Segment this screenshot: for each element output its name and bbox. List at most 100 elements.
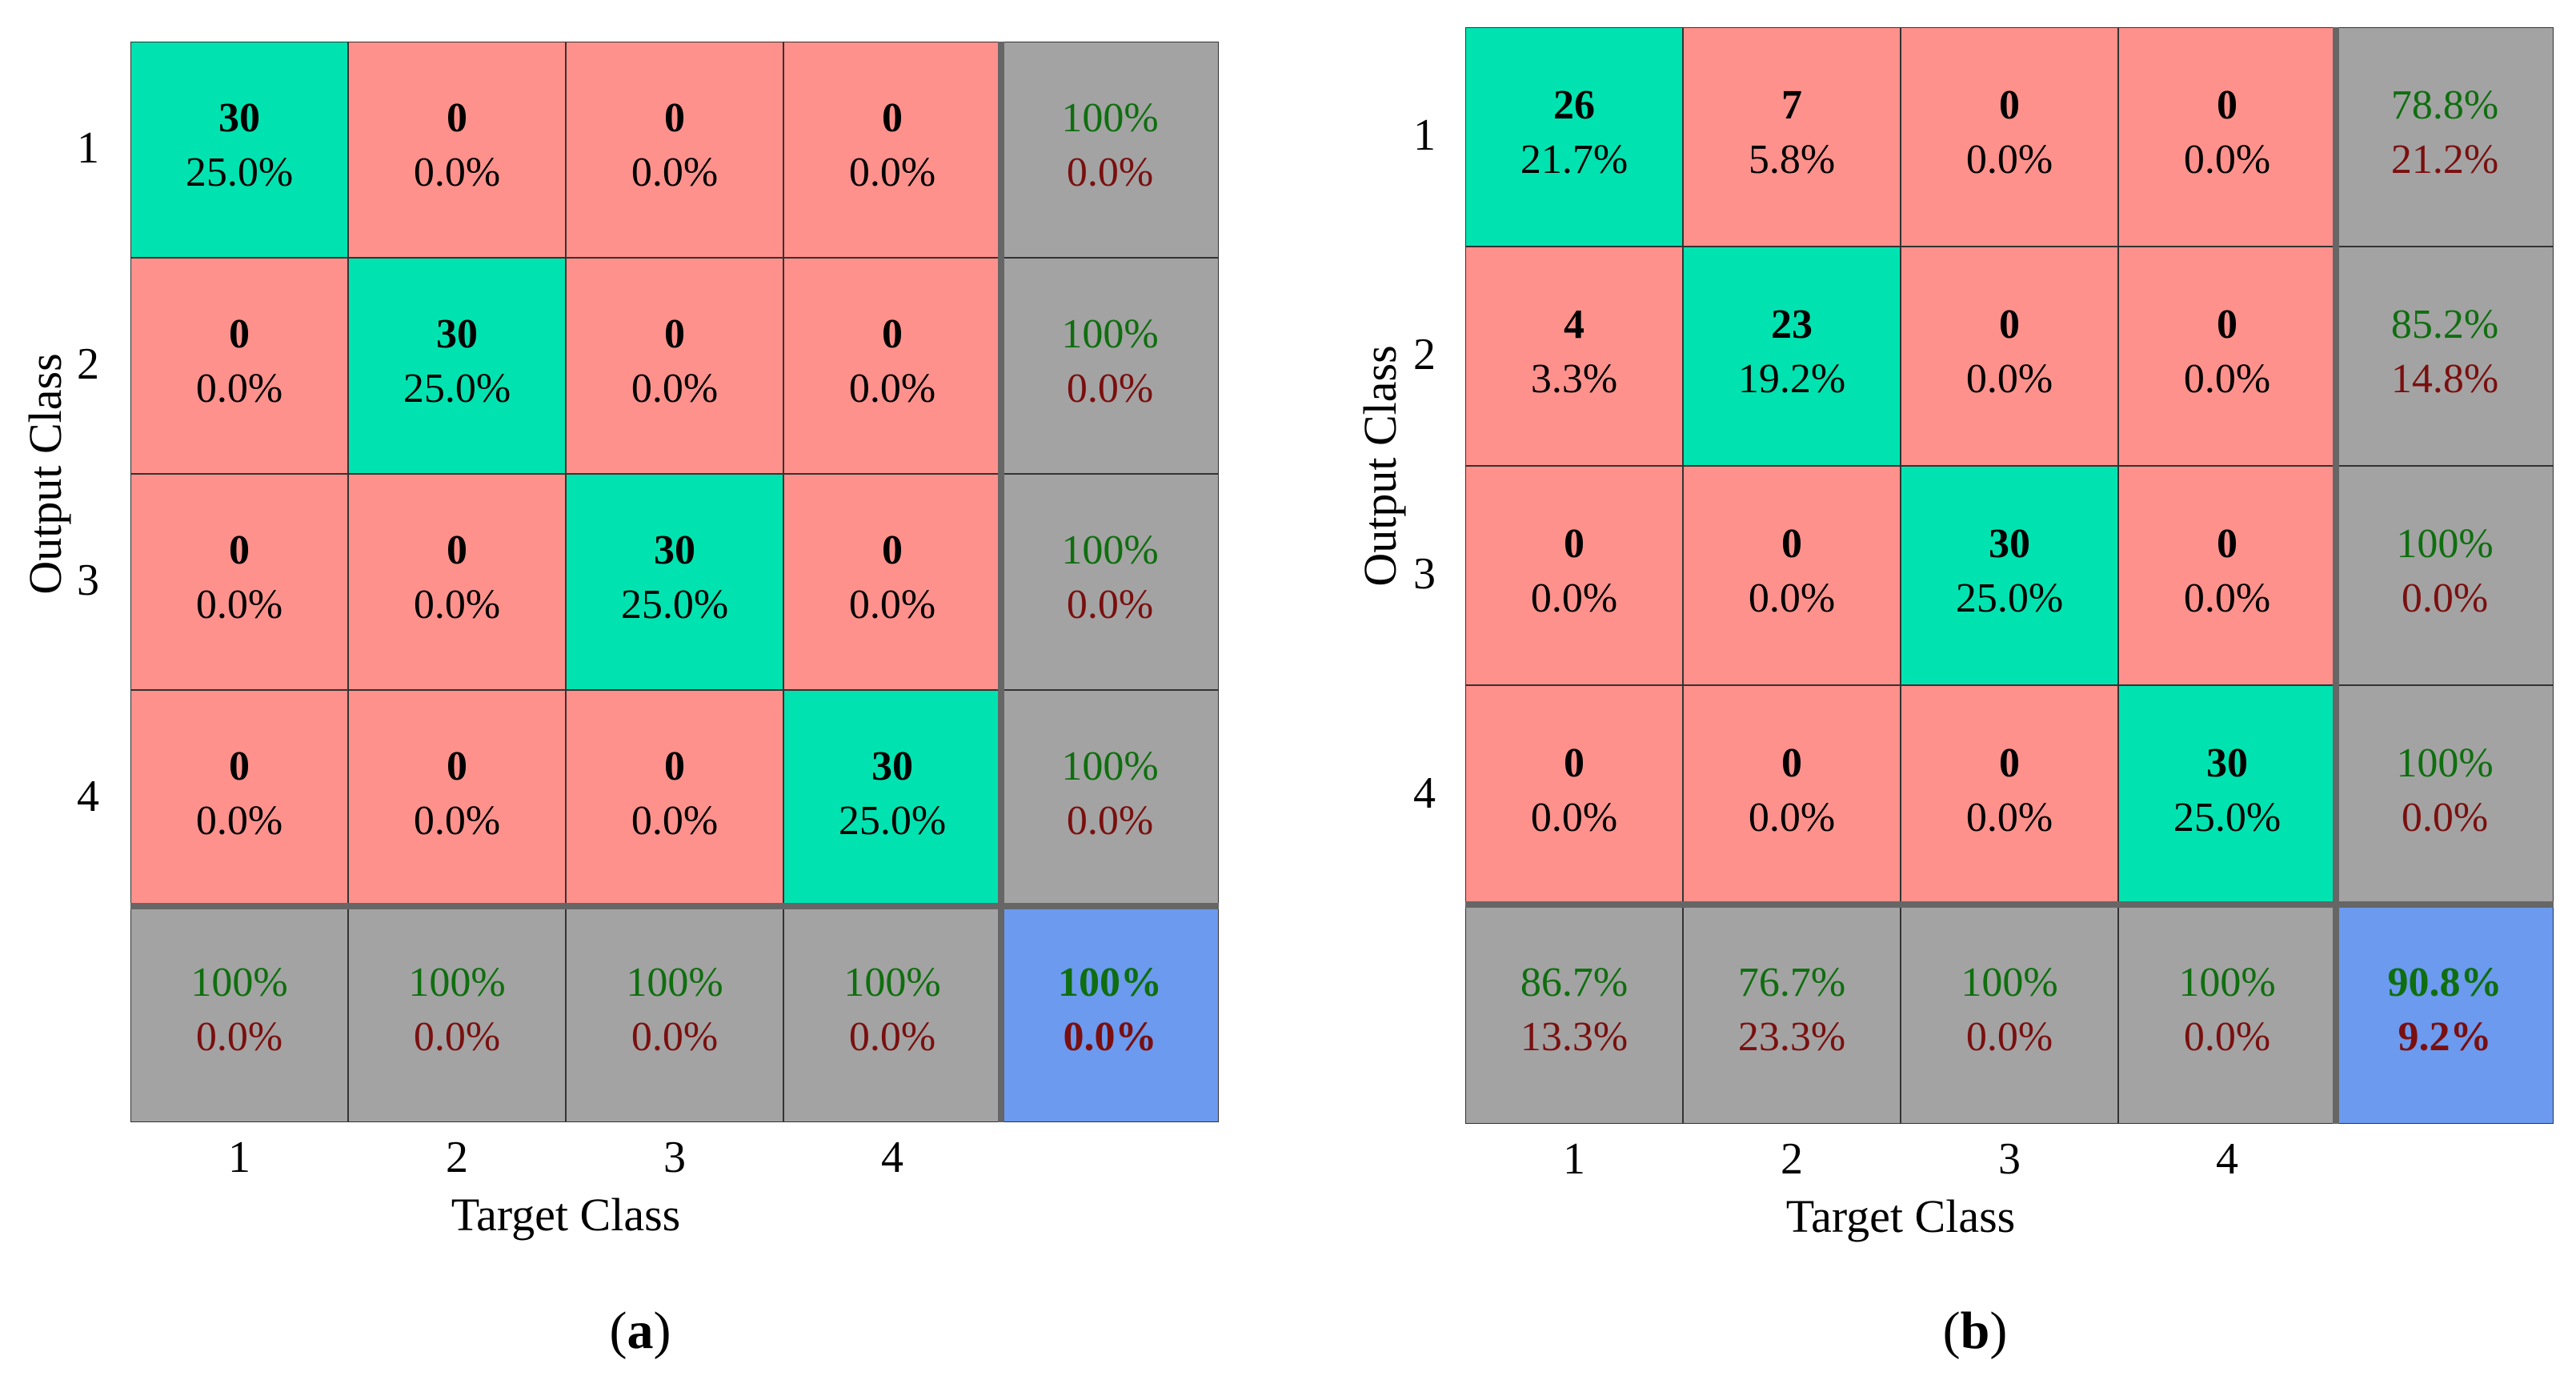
cell-count: 30	[871, 744, 913, 789]
x-tick-label: 4	[881, 1133, 903, 1182]
cell-correct-rate: 86.7%	[1520, 960, 1629, 1005]
cell-count: 30	[1989, 521, 2030, 567]
cell-error-rate: 0.0%	[1063, 1014, 1157, 1060]
matrix-cell: 0 0.0%	[783, 258, 1001, 474]
cell-percentage: 25.0%	[403, 366, 511, 411]
cell-count: 0	[447, 528, 467, 573]
cell-count: 0	[882, 528, 903, 573]
cell-error-rate: 0.0%	[1066, 582, 1154, 628]
row-summary-cell: 100% 0.0%	[1001, 42, 1219, 258]
matrix-cell: 0 0.0%	[1901, 247, 2118, 466]
matrix-cell: 0 0.0%	[1901, 27, 2118, 247]
cell-percentage: 25.0%	[838, 798, 947, 844]
cell-correct-rate: 100%	[1961, 960, 2058, 1005]
cell-error-rate: 0.0%	[2401, 795, 2489, 840]
cell-error-rate: 23.3%	[1737, 1014, 1846, 1060]
y-tick-label: 2	[77, 339, 99, 389]
row-summary-cell: 78.8% 21.2%	[2336, 27, 2554, 247]
summary-divider-vertical	[998, 42, 1004, 1122]
x-axis-label: Target Class	[1785, 1190, 2016, 1242]
panel-letter: a	[627, 1302, 654, 1360]
matrix-cell: 0 0.0%	[566, 258, 783, 474]
cell-error-rate: 0.0%	[1066, 366, 1154, 411]
cell-count: 0	[2217, 521, 2237, 567]
overall-accuracy-cell: 100% 0.0%	[1001, 906, 1219, 1122]
row-summary-cell: 85.2% 14.8%	[2336, 247, 2554, 466]
matrix-cell: 0 0.0%	[2118, 466, 2336, 685]
cell-count: 30	[218, 95, 260, 141]
cell-count: 0	[1999, 82, 2020, 128]
x-tick-label: 4	[2216, 1134, 2238, 1184]
cell-percentage: 25.0%	[2173, 795, 2282, 840]
cell-error-rate: 13.3%	[1520, 1014, 1629, 1060]
x-tick-label: 2	[1781, 1134, 1803, 1184]
cell-percentage: 25.0%	[185, 150, 294, 195]
y-tick-label: 4	[1413, 768, 1436, 818]
matrix-cell: 30 25.0%	[2118, 685, 2336, 905]
cell-percentage: 0.0%	[848, 582, 936, 628]
matrix-cell: 0 0.0%	[348, 690, 566, 906]
cell-percentage: 19.2%	[1737, 356, 1846, 402]
cell-count: 0	[2217, 82, 2237, 128]
y-tick-label: 2	[1413, 330, 1436, 379]
cell-correct-rate: 100%	[843, 960, 941, 1005]
matrix-cell: 30 25.0%	[783, 690, 1001, 906]
cell-error-rate: 0.0%	[195, 1014, 283, 1060]
matrix-cell: 0 0.0%	[783, 42, 1001, 258]
cell-correct-rate: 100%	[626, 960, 723, 1005]
cell-correct-rate: 90.8%	[2387, 960, 2502, 1005]
cell-percentage: 0.0%	[848, 366, 936, 411]
matrix-cell: 0 0.0%	[566, 690, 783, 906]
cell-percentage: 0.0%	[1748, 576, 1836, 621]
cell-correct-rate: 85.2%	[2390, 302, 2499, 347]
column-summary-cell: 100% 0.0%	[783, 906, 1001, 1122]
cell-correct-rate: 100%	[2396, 740, 2494, 786]
y-tick-label: 4	[77, 772, 99, 821]
cell-correct-rate: 100%	[1061, 744, 1159, 789]
cell-count: 0	[664, 95, 685, 141]
cell-percentage: 0.0%	[1530, 576, 1618, 621]
cell-count: 0	[882, 311, 903, 357]
cell-percentage: 0.0%	[413, 582, 501, 628]
cell-error-rate: 14.8%	[2390, 356, 2499, 402]
panel-letter: b	[1960, 1302, 1990, 1360]
cell-count: 0	[1564, 521, 1584, 567]
matrix-cell: 0 0.0%	[1683, 685, 1901, 905]
cell-error-rate: 0.0%	[1066, 798, 1154, 844]
cell-percentage: 0.0%	[631, 366, 719, 411]
row-summary-cell: 100% 0.0%	[2336, 685, 2554, 905]
cell-count: 0	[229, 744, 250, 789]
summary-divider-vertical	[2333, 27, 2339, 1124]
cell-percentage: 25.0%	[1955, 576, 2064, 621]
cell-correct-rate: 100%	[190, 960, 288, 1005]
cell-error-rate: 9.2%	[2398, 1014, 2492, 1060]
matrix-cell: 30 25.0%	[566, 474, 783, 690]
y-tick-label: 1	[77, 123, 99, 173]
x-axis-label: Target Class	[451, 1189, 681, 1241]
cell-correct-rate: 100%	[1058, 960, 1162, 1005]
cell-correct-rate: 100%	[408, 960, 506, 1005]
matrix-cell: 0 0.0%	[1465, 466, 1683, 685]
cell-percentage: 25.0%	[620, 582, 729, 628]
column-summary-cell: 100% 0.0%	[2118, 905, 2336, 1124]
column-summary-cell: 86.7% 13.3%	[1465, 905, 1683, 1124]
cell-correct-rate: 76.7%	[1737, 960, 1846, 1005]
matrix-cell: 0 0.0%	[1465, 685, 1683, 905]
cell-percentage: 0.0%	[2183, 576, 2271, 621]
cell-error-rate: 21.2%	[2390, 137, 2499, 183]
cell-count: 0	[1781, 521, 1802, 567]
cell-count: 0	[1999, 740, 2020, 786]
y-tick-label: 1	[1413, 110, 1436, 160]
cell-correct-rate: 100%	[2178, 960, 2276, 1005]
cell-percentage: 0.0%	[1748, 795, 1836, 840]
y-axis-label: Output Class	[1354, 345, 1406, 587]
cell-percentage: 0.0%	[1965, 795, 2053, 840]
cell-correct-rate: 100%	[1061, 95, 1159, 141]
column-summary-cell: 76.7% 23.3%	[1683, 905, 1901, 1124]
x-tick-label: 3	[663, 1133, 686, 1182]
cell-count: 0	[664, 744, 685, 789]
matrix-cell: 0 0.0%	[348, 42, 566, 258]
cell-percentage: 3.3%	[1530, 356, 1618, 402]
column-summary-cell: 100% 0.0%	[130, 906, 348, 1122]
cell-count: 30	[2206, 740, 2248, 786]
